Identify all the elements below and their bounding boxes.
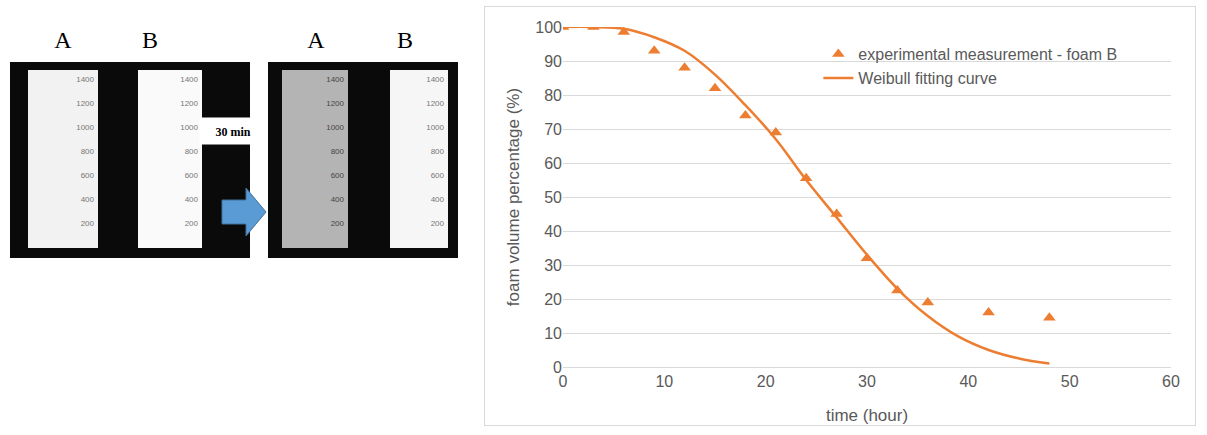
svg-text:time (hour): time (hour) bbox=[826, 406, 908, 425]
svg-text:600: 600 bbox=[331, 171, 345, 180]
svg-text:30: 30 bbox=[544, 257, 562, 274]
svg-text:100: 100 bbox=[535, 19, 562, 36]
svg-text:1400: 1400 bbox=[180, 75, 198, 84]
svg-text:50: 50 bbox=[544, 189, 562, 206]
svg-text:B: B bbox=[397, 27, 413, 53]
svg-text:1200: 1200 bbox=[426, 99, 444, 108]
svg-text:600: 600 bbox=[431, 171, 445, 180]
svg-text:10: 10 bbox=[544, 325, 562, 342]
svg-text:1400: 1400 bbox=[326, 75, 344, 84]
svg-text:90: 90 bbox=[544, 53, 562, 70]
svg-text:0: 0 bbox=[559, 373, 568, 390]
svg-text:foam volume percentage (%): foam volume percentage (%) bbox=[504, 88, 523, 306]
svg-text:0: 0 bbox=[553, 359, 562, 376]
svg-text:70: 70 bbox=[544, 121, 562, 138]
svg-text:60: 60 bbox=[544, 155, 562, 172]
svg-text:30: 30 bbox=[858, 373, 876, 390]
svg-text:1200: 1200 bbox=[326, 99, 344, 108]
svg-text:20: 20 bbox=[544, 291, 562, 308]
svg-text:1400: 1400 bbox=[76, 75, 94, 84]
svg-text:800: 800 bbox=[331, 147, 345, 156]
svg-text:400: 400 bbox=[185, 195, 199, 204]
svg-text:400: 400 bbox=[81, 195, 95, 204]
svg-text:800: 800 bbox=[431, 147, 445, 156]
svg-text:A: A bbox=[307, 27, 325, 53]
svg-text:Weibull fitting curve: Weibull fitting curve bbox=[858, 70, 997, 87]
svg-text:40: 40 bbox=[959, 373, 977, 390]
svg-text:1000: 1000 bbox=[76, 123, 94, 132]
svg-text:400: 400 bbox=[331, 195, 345, 204]
svg-text:200: 200 bbox=[185, 219, 199, 228]
svg-text:800: 800 bbox=[185, 147, 199, 156]
svg-text:40: 40 bbox=[544, 223, 562, 240]
svg-text:1000: 1000 bbox=[180, 123, 198, 132]
svg-text:1000: 1000 bbox=[326, 123, 344, 132]
svg-text:800: 800 bbox=[81, 147, 95, 156]
svg-text:30 min: 30 min bbox=[215, 125, 250, 139]
svg-text:600: 600 bbox=[81, 171, 95, 180]
svg-text:20: 20 bbox=[757, 373, 775, 390]
svg-text:1000: 1000 bbox=[426, 123, 444, 132]
svg-text:50: 50 bbox=[1061, 373, 1079, 390]
svg-text:60: 60 bbox=[1162, 373, 1180, 390]
svg-text:1200: 1200 bbox=[76, 99, 94, 108]
svg-text:1400: 1400 bbox=[426, 75, 444, 84]
svg-text:experimental measurement - foa: experimental measurement - foam B bbox=[858, 46, 1117, 63]
svg-text:10: 10 bbox=[655, 373, 673, 390]
svg-text:200: 200 bbox=[331, 219, 345, 228]
svg-text:1200: 1200 bbox=[180, 99, 198, 108]
svg-text:400: 400 bbox=[431, 195, 445, 204]
svg-text:B: B bbox=[142, 27, 158, 53]
svg-text:80: 80 bbox=[544, 87, 562, 104]
svg-text:200: 200 bbox=[431, 219, 445, 228]
svg-text:200: 200 bbox=[81, 219, 95, 228]
svg-text:600: 600 bbox=[185, 171, 199, 180]
svg-text:A: A bbox=[54, 27, 72, 53]
